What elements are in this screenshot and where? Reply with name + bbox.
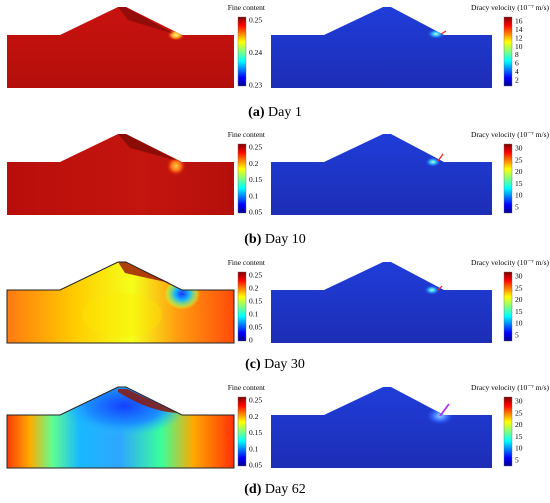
colorbar-fine-tick: 0.25 <box>249 143 262 152</box>
caption-c: (c) Day 30 <box>0 357 550 373</box>
colorbar-velocity-tick: 25 <box>515 283 523 292</box>
caption-text: Day 62 <box>265 482 306 497</box>
caption-d: (d) Day 62 <box>0 482 550 498</box>
fine-content-map-c <box>7 262 234 343</box>
colorbar-velocity-tick: 30 <box>515 144 523 153</box>
colorbar-velocity-tick: 2 <box>515 76 519 85</box>
velocity-map-b <box>271 134 492 215</box>
colorbar-velocity-tick: 10 <box>515 319 523 328</box>
colorbar-velocity-tick: 25 <box>515 155 523 164</box>
fine-content-map-a <box>7 7 234 88</box>
colorbar-velocity-tick: 5 <box>515 456 519 465</box>
colorbar-fine-tick: 0.24 <box>249 48 262 57</box>
velocity-map-d <box>271 387 492 468</box>
colorbar-velocity-tick: 10 <box>515 191 523 200</box>
colorbar-velocity-tick: 15 <box>515 432 523 441</box>
colorbar-fine-tick: 0.1 <box>249 310 259 319</box>
colorbar-velocity-tick: 15 <box>515 307 523 316</box>
colorbar-fine-tick: 0.2 <box>249 412 259 421</box>
colorbar-fine-tick: 0.2 <box>249 159 259 168</box>
colorbar-fine-tick: 0.1 <box>249 444 259 453</box>
colorbar-velocity-tick: 20 <box>515 420 523 429</box>
caption-text: Day 1 <box>268 105 302 120</box>
caption-letter: (a) <box>248 105 264 120</box>
colorbar-fine-title: Fine content <box>228 130 266 139</box>
colorbar-velocity-b <box>504 144 512 213</box>
colorbar-velocity-tick: 20 <box>515 167 523 176</box>
colorbar-fine-tick: 0.05 <box>249 208 262 217</box>
seepage-arrow-b <box>438 154 443 161</box>
colorbar-velocity-tick: 25 <box>515 408 523 417</box>
caption-text: Day 30 <box>264 357 305 372</box>
caption-a: (a) Day 1 <box>0 105 550 121</box>
caption-b: (b) Day 10 <box>0 232 550 248</box>
colorbar-velocity-tick: 5 <box>515 203 519 212</box>
fine-content-map-b <box>7 134 234 215</box>
colorbar-fine-tick: 0 <box>249 336 253 345</box>
caption-text: Day 10 <box>265 232 306 247</box>
colorbar-fine-tick: 0.25 <box>249 271 262 280</box>
colorbar-fine-b <box>238 144 246 213</box>
velocity-map-a <box>271 7 492 88</box>
colorbar-fine-title: Fine content <box>228 383 266 392</box>
colorbar-velocity-tick: 15 <box>515 179 523 188</box>
colorbar-velocity-tick: 10 <box>515 444 523 453</box>
colorbar-fine-title: Fine content <box>228 3 266 12</box>
colorbar-velocity-tick: 20 <box>515 295 523 304</box>
colorbar-velocity-title: Dracy velocity (10⁻⁷ m/s) <box>471 258 550 267</box>
colorbar-velocity-a <box>504 17 512 86</box>
velocity-map-c <box>271 262 492 343</box>
colorbar-velocity-tick: 5 <box>515 331 519 340</box>
colorbar-velocity-title: Dracy velocity (10⁻⁷ m/s) <box>471 3 550 12</box>
colorbar-velocity-d <box>504 397 512 466</box>
caption-letter: (b) <box>244 232 261 247</box>
colorbar-velocity-title: Dracy velocity (10⁻⁷ m/s) <box>471 130 550 139</box>
seepage-arrow-d <box>440 404 449 416</box>
colorbar-fine-c <box>238 272 246 341</box>
seepage-arrow-a <box>441 31 446 34</box>
colorbar-fine-tick: 0.05 <box>249 323 262 332</box>
colorbar-velocity-title: Dracy velocity (10⁻⁷ m/s) <box>471 383 550 392</box>
fine-content-map-d <box>7 387 234 468</box>
colorbar-fine-tick: 0.25 <box>249 16 262 25</box>
colorbar-velocity-tick: 30 <box>515 272 523 281</box>
colorbar-fine-tick: 0.15 <box>249 175 262 184</box>
colorbar-fine-title: Fine content <box>228 258 266 267</box>
colorbar-fine-tick: 0.15 <box>249 428 262 437</box>
colorbar-fine-tick: 0.1 <box>249 191 259 200</box>
colorbar-fine-tick: 0.05 <box>249 461 262 470</box>
colorbar-velocity-c <box>504 272 512 341</box>
caption-letter: (d) <box>244 482 261 497</box>
colorbar-fine-tick: 0.25 <box>249 396 262 405</box>
colorbar-fine-tick: 0.15 <box>249 297 262 306</box>
colorbar-fine-tick: 0.2 <box>249 284 259 293</box>
colorbar-fine-tick: 0.23 <box>249 81 262 90</box>
caption-letter: (c) <box>245 357 261 372</box>
colorbar-velocity-tick: 30 <box>515 397 523 406</box>
colorbar-fine-a <box>238 17 246 86</box>
colorbar-fine-d <box>238 397 246 466</box>
